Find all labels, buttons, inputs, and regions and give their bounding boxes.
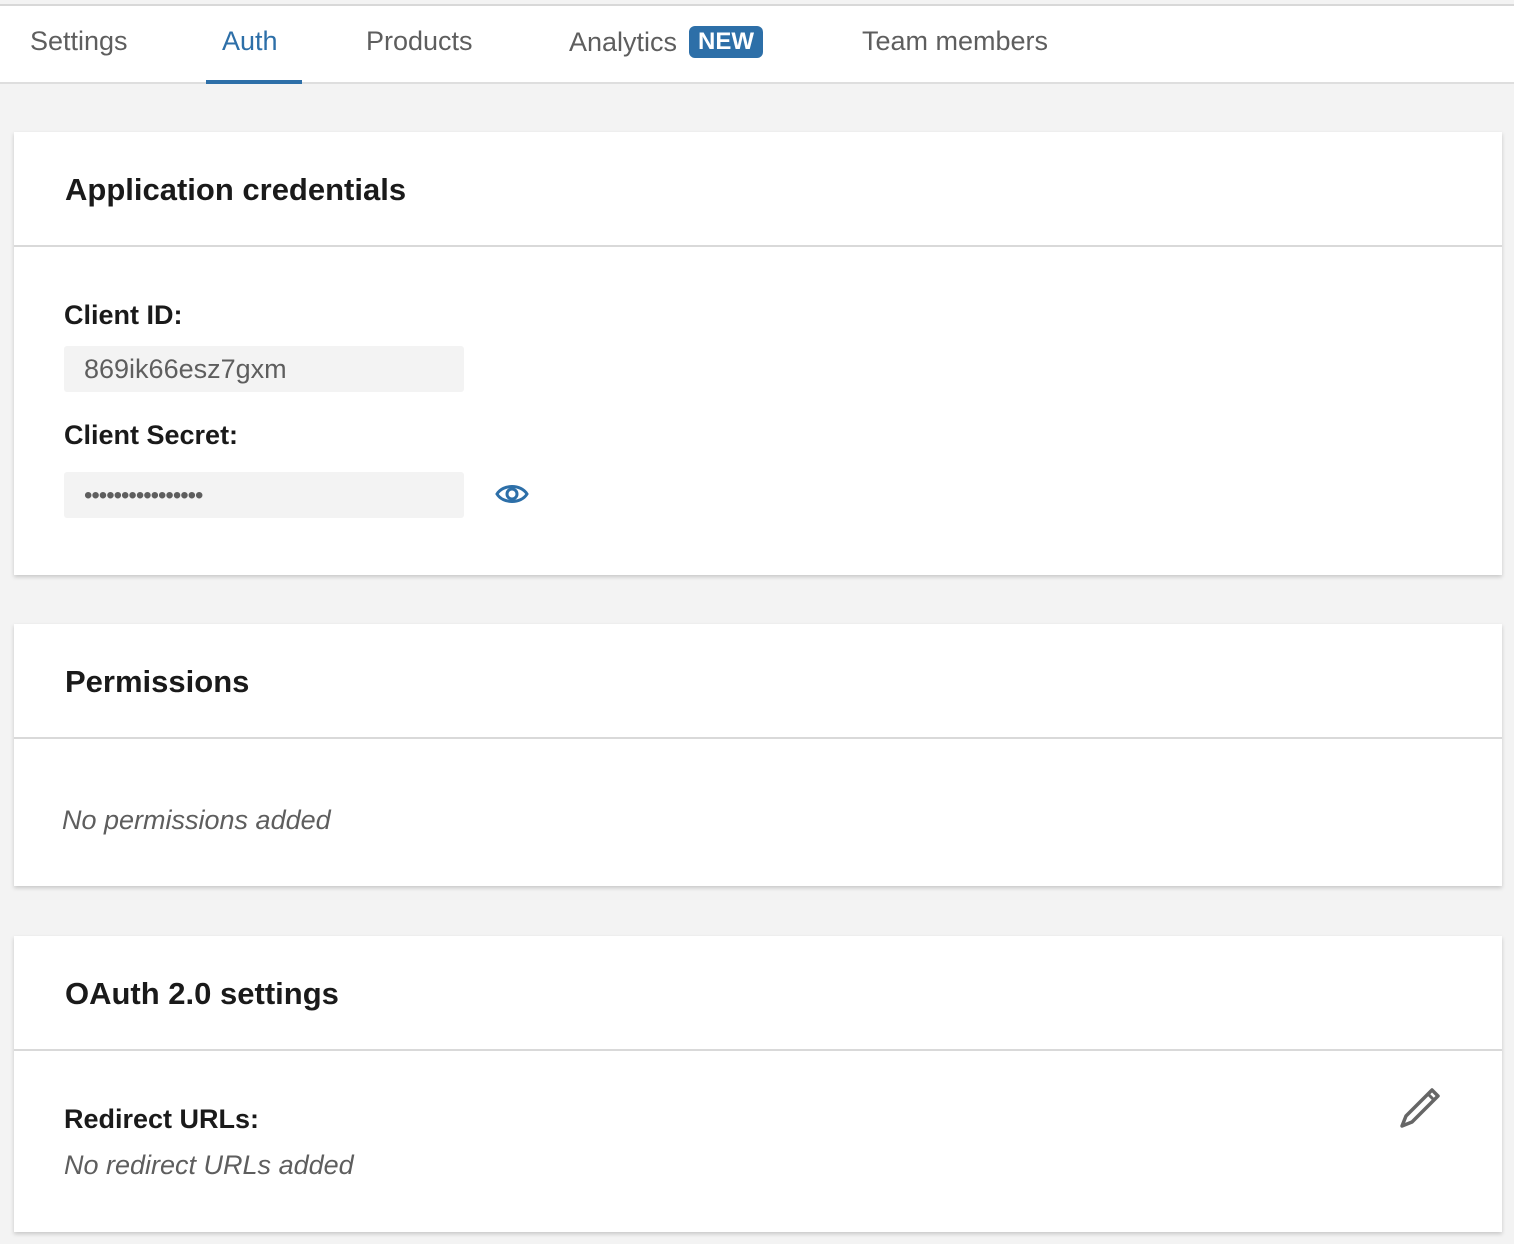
tab-analytics[interactable]: Analytics NEW [569, 26, 764, 58]
redirect-urls-label: Redirect URLs: [64, 1104, 260, 1134]
oauth-settings-card: OAuth 2.0 settings Redirect URLs: No red… [14, 936, 1502, 1232]
pencil-icon[interactable] [1398, 1086, 1442, 1135]
tab-auth[interactable]: Auth [222, 26, 278, 56]
card-title: OAuth 2.0 settings [14, 936, 1502, 1051]
permissions-card: Permissions No permissions added [14, 624, 1502, 886]
card-title: Permissions [14, 624, 1502, 739]
tab-settings[interactable]: Settings [30, 26, 128, 56]
tab-products[interactable]: Products [366, 26, 473, 56]
tab-team-members[interactable]: Team members [862, 26, 1049, 56]
tab-bar: Settings Auth Products Analytics NEW Team… [0, 4, 1514, 84]
client-id-field[interactable]: 869ik66esz7gxm [64, 346, 464, 392]
no-redirect-urls-text: No redirect URLs added [64, 1150, 354, 1180]
application-credentials-card: Application credentials Client ID: 869ik… [14, 132, 1502, 575]
client-secret-label: Client Secret: [64, 420, 239, 450]
active-tab-indicator [206, 80, 302, 84]
tab-analytics-label: Analytics [569, 27, 678, 57]
client-secret-field[interactable]: •••••••••••••••• [64, 472, 464, 518]
client-id-label: Client ID: [64, 300, 183, 330]
no-permissions-text: No permissions added [62, 805, 331, 835]
new-badge: NEW [689, 26, 764, 58]
card-title: Application credentials [14, 132, 1502, 247]
eye-icon[interactable] [495, 480, 529, 513]
